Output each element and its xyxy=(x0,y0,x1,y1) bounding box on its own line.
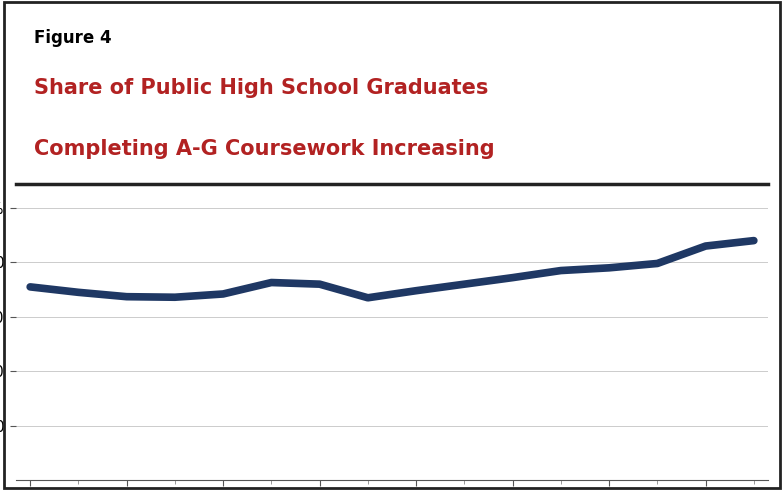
Text: Figure 4: Figure 4 xyxy=(34,29,112,47)
Text: Completing A-G Coursework Increasing: Completing A-G Coursework Increasing xyxy=(34,139,495,159)
Text: Share of Public High School Graduates: Share of Public High School Graduates xyxy=(34,78,489,98)
